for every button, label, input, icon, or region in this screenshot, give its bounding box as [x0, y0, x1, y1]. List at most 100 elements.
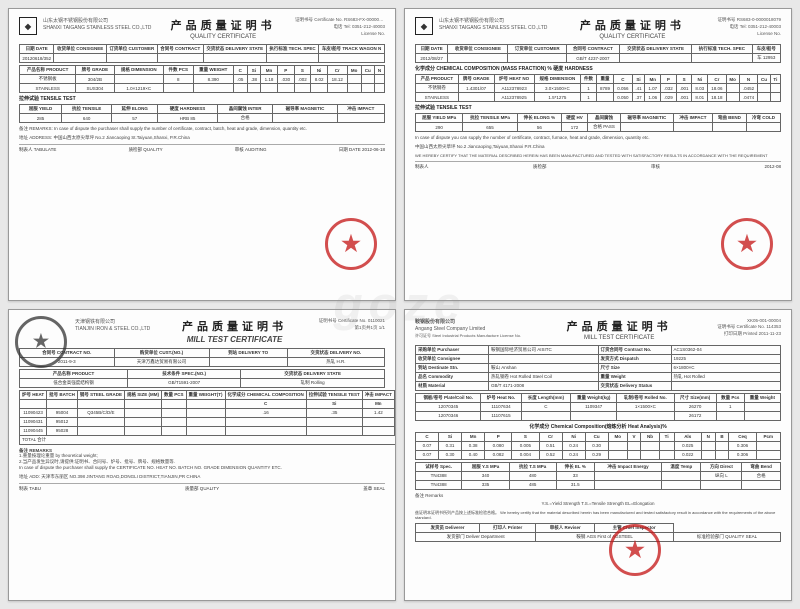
table-cell: 1.06 [645, 93, 661, 102]
table-cell [311, 84, 328, 93]
table-cell: 伸长 ELONG % [517, 114, 561, 123]
table-cell: 车皮/船号 TRACK WAGON N [319, 45, 385, 54]
table-cell [617, 411, 674, 420]
table-cell [701, 450, 715, 459]
table-cell: 晶间腐蚀 [588, 114, 621, 123]
table-cell: 热轧 Hot Rolled [671, 372, 781, 381]
table-cell [233, 84, 247, 93]
product-table: 产品 PRODUCT牌号 GRADE炉号 HEAT NO规格 DIMENSION… [415, 74, 781, 102]
table-cell: 炉号 Heat No. [481, 393, 521, 402]
footer-item: 制表人 TABULATE [19, 147, 56, 153]
table-cell: Si [247, 66, 261, 75]
table-cell: 冲击 IMPACT [337, 105, 384, 114]
table-cell: 1.07 [645, 84, 661, 93]
table-cell [659, 441, 674, 450]
license-no: XK05-001-00004 [717, 318, 781, 323]
table-cell [641, 450, 659, 459]
table-cell [596, 93, 613, 102]
table-cell [673, 123, 712, 132]
footer-item: 审核 [651, 164, 660, 170]
coil-table: 钢板/卷号 Plate/Coil No.炉号 Heat No.长度 Length… [415, 393, 781, 421]
table-cell: 95004 [47, 408, 78, 417]
tensile-table: 屈服 YIELD抗拉 TENSILE延伸 ELONG硬度 HARDNESS晶间腐… [19, 104, 385, 123]
tensile-label: 拉伸试验 TENSILE TEST [415, 104, 781, 111]
table-cell: Cr [708, 75, 727, 84]
table-cell [125, 426, 162, 435]
table-cell: 18.06 [708, 84, 727, 93]
table-cell: 抗拉 TENSILE MPa [463, 114, 517, 123]
table-cell: P [661, 75, 677, 84]
footer-item: 质量部 QUALITY [185, 486, 219, 492]
tensile-label: 拉伸试验 TENSILE TEST [19, 95, 385, 102]
table-cell: 1.4301/07 [458, 84, 494, 93]
table-cell: 0.30 [439, 450, 462, 459]
table-cell: 采购单位 Purchaser [416, 345, 489, 354]
address-label: 地址 ADDRESS: [19, 135, 52, 140]
table-cell [162, 426, 187, 435]
table-cell [521, 411, 571, 420]
table-cell [362, 426, 394, 435]
cert-label: 证明书号 Certificate No. [295, 17, 343, 22]
table-cell: 订货单位 CUSTOMER [508, 45, 567, 54]
certificate-bottom-right: 鞍钢股份有限公司 Angang Steel Company Limited 许可… [404, 309, 792, 602]
table-cell: 钢板/卷号 Plate/Coil No. [416, 393, 481, 402]
table-cell: Cu [585, 432, 608, 441]
table-cell: 18.18 [708, 93, 727, 102]
remarks-text: In case of dispute the purchaser shall s… [54, 126, 307, 131]
table-cell [54, 54, 106, 63]
table-cell: Ti [770, 75, 780, 84]
table-cell: 1 [581, 93, 597, 102]
chem-label: 化学成分 Chemical Composition(熔炼分析 Heat Anal… [415, 423, 781, 430]
table-cell: 合同号 CONTRACT [157, 45, 203, 54]
header: 天津钢铁有限公司 TIANJIN IRON & STEEL CO.,LTD 产品… [75, 318, 385, 344]
meta-block: XK05-001-00004 证明书号 Certificate No. 1143… [717, 318, 781, 338]
table-cell: 0.29 [585, 450, 608, 459]
table-cell: 抗拉 T.S MPa [509, 462, 556, 471]
table-cell: C [225, 399, 306, 408]
table-cell [294, 84, 311, 93]
title-cn: 产品质量证明书 [157, 17, 289, 33]
table-cell [277, 84, 294, 93]
table-cell: 冷弯 COLD BEND [394, 390, 396, 399]
table-cell: 轧制 Rolling [241, 378, 385, 387]
table-cell: 0.056 [614, 84, 633, 93]
table-cell: 冲击 IMPACT [362, 390, 394, 399]
table-cell: 重量 Weight [598, 372, 671, 381]
table-cell: 480 [509, 471, 556, 480]
table-cell [327, 84, 347, 93]
table-cell: 交货状态 DELIVERY STATE [203, 45, 266, 54]
table-cell: 延伸 ELONG [112, 105, 158, 114]
table-cell: .030 [277, 75, 294, 84]
table-cell: 0.07 [416, 441, 439, 450]
footer-row: 制表人质检部审核2012-08 [415, 161, 781, 170]
table-cell: 审核人 Reviser [536, 523, 595, 532]
table-cell: 0.005 [512, 441, 539, 450]
table-cell: 0.38 [462, 441, 485, 450]
table-cell: 件数 PCS [163, 66, 193, 75]
table-cell: 1×1500×C [617, 402, 674, 411]
table-cell [489, 354, 599, 363]
table-cell [306, 417, 362, 426]
remarks-label: 备注 Remarks [415, 493, 781, 499]
license-label: 许可证号 Steel Industrial Products Manufactu… [415, 333, 521, 339]
cert-label: 证明书号 Certificate No. [717, 324, 765, 329]
table-cell: 到站 Destinate Stn. [416, 363, 489, 372]
cert-no: RS683-FX-0000012028 [344, 17, 385, 22]
address-text: 地址 ADD: 天津市东丽区 NO.398 JINTANG ROAD,DONGL… [19, 474, 385, 480]
table-cell [662, 471, 701, 480]
table-cell: TN4388 [416, 471, 462, 480]
address-text: 中国山西太原尖草坪 No.2 Jiancaoping,Taiyuan,Shanx… [415, 144, 781, 150]
meta-block: 证明书号 Certificate No. RS683-FX-0000012028… [295, 17, 385, 37]
table-cell: 0.31 [439, 441, 462, 450]
table-cell: 33 [556, 471, 594, 480]
table-cell: 340 [462, 471, 509, 480]
table-cell: 化学成分 CHEMICAL COMPOSITION [225, 390, 306, 399]
table-cell: Als [674, 432, 701, 441]
table-cell [608, 441, 627, 450]
table-cell [608, 450, 627, 459]
table-cell: 合格 [742, 471, 781, 480]
table-cell [186, 399, 225, 408]
table-cell [273, 114, 337, 123]
remarks-label: 备注 REMARKS: [19, 126, 53, 131]
table-cell: N [374, 66, 384, 75]
